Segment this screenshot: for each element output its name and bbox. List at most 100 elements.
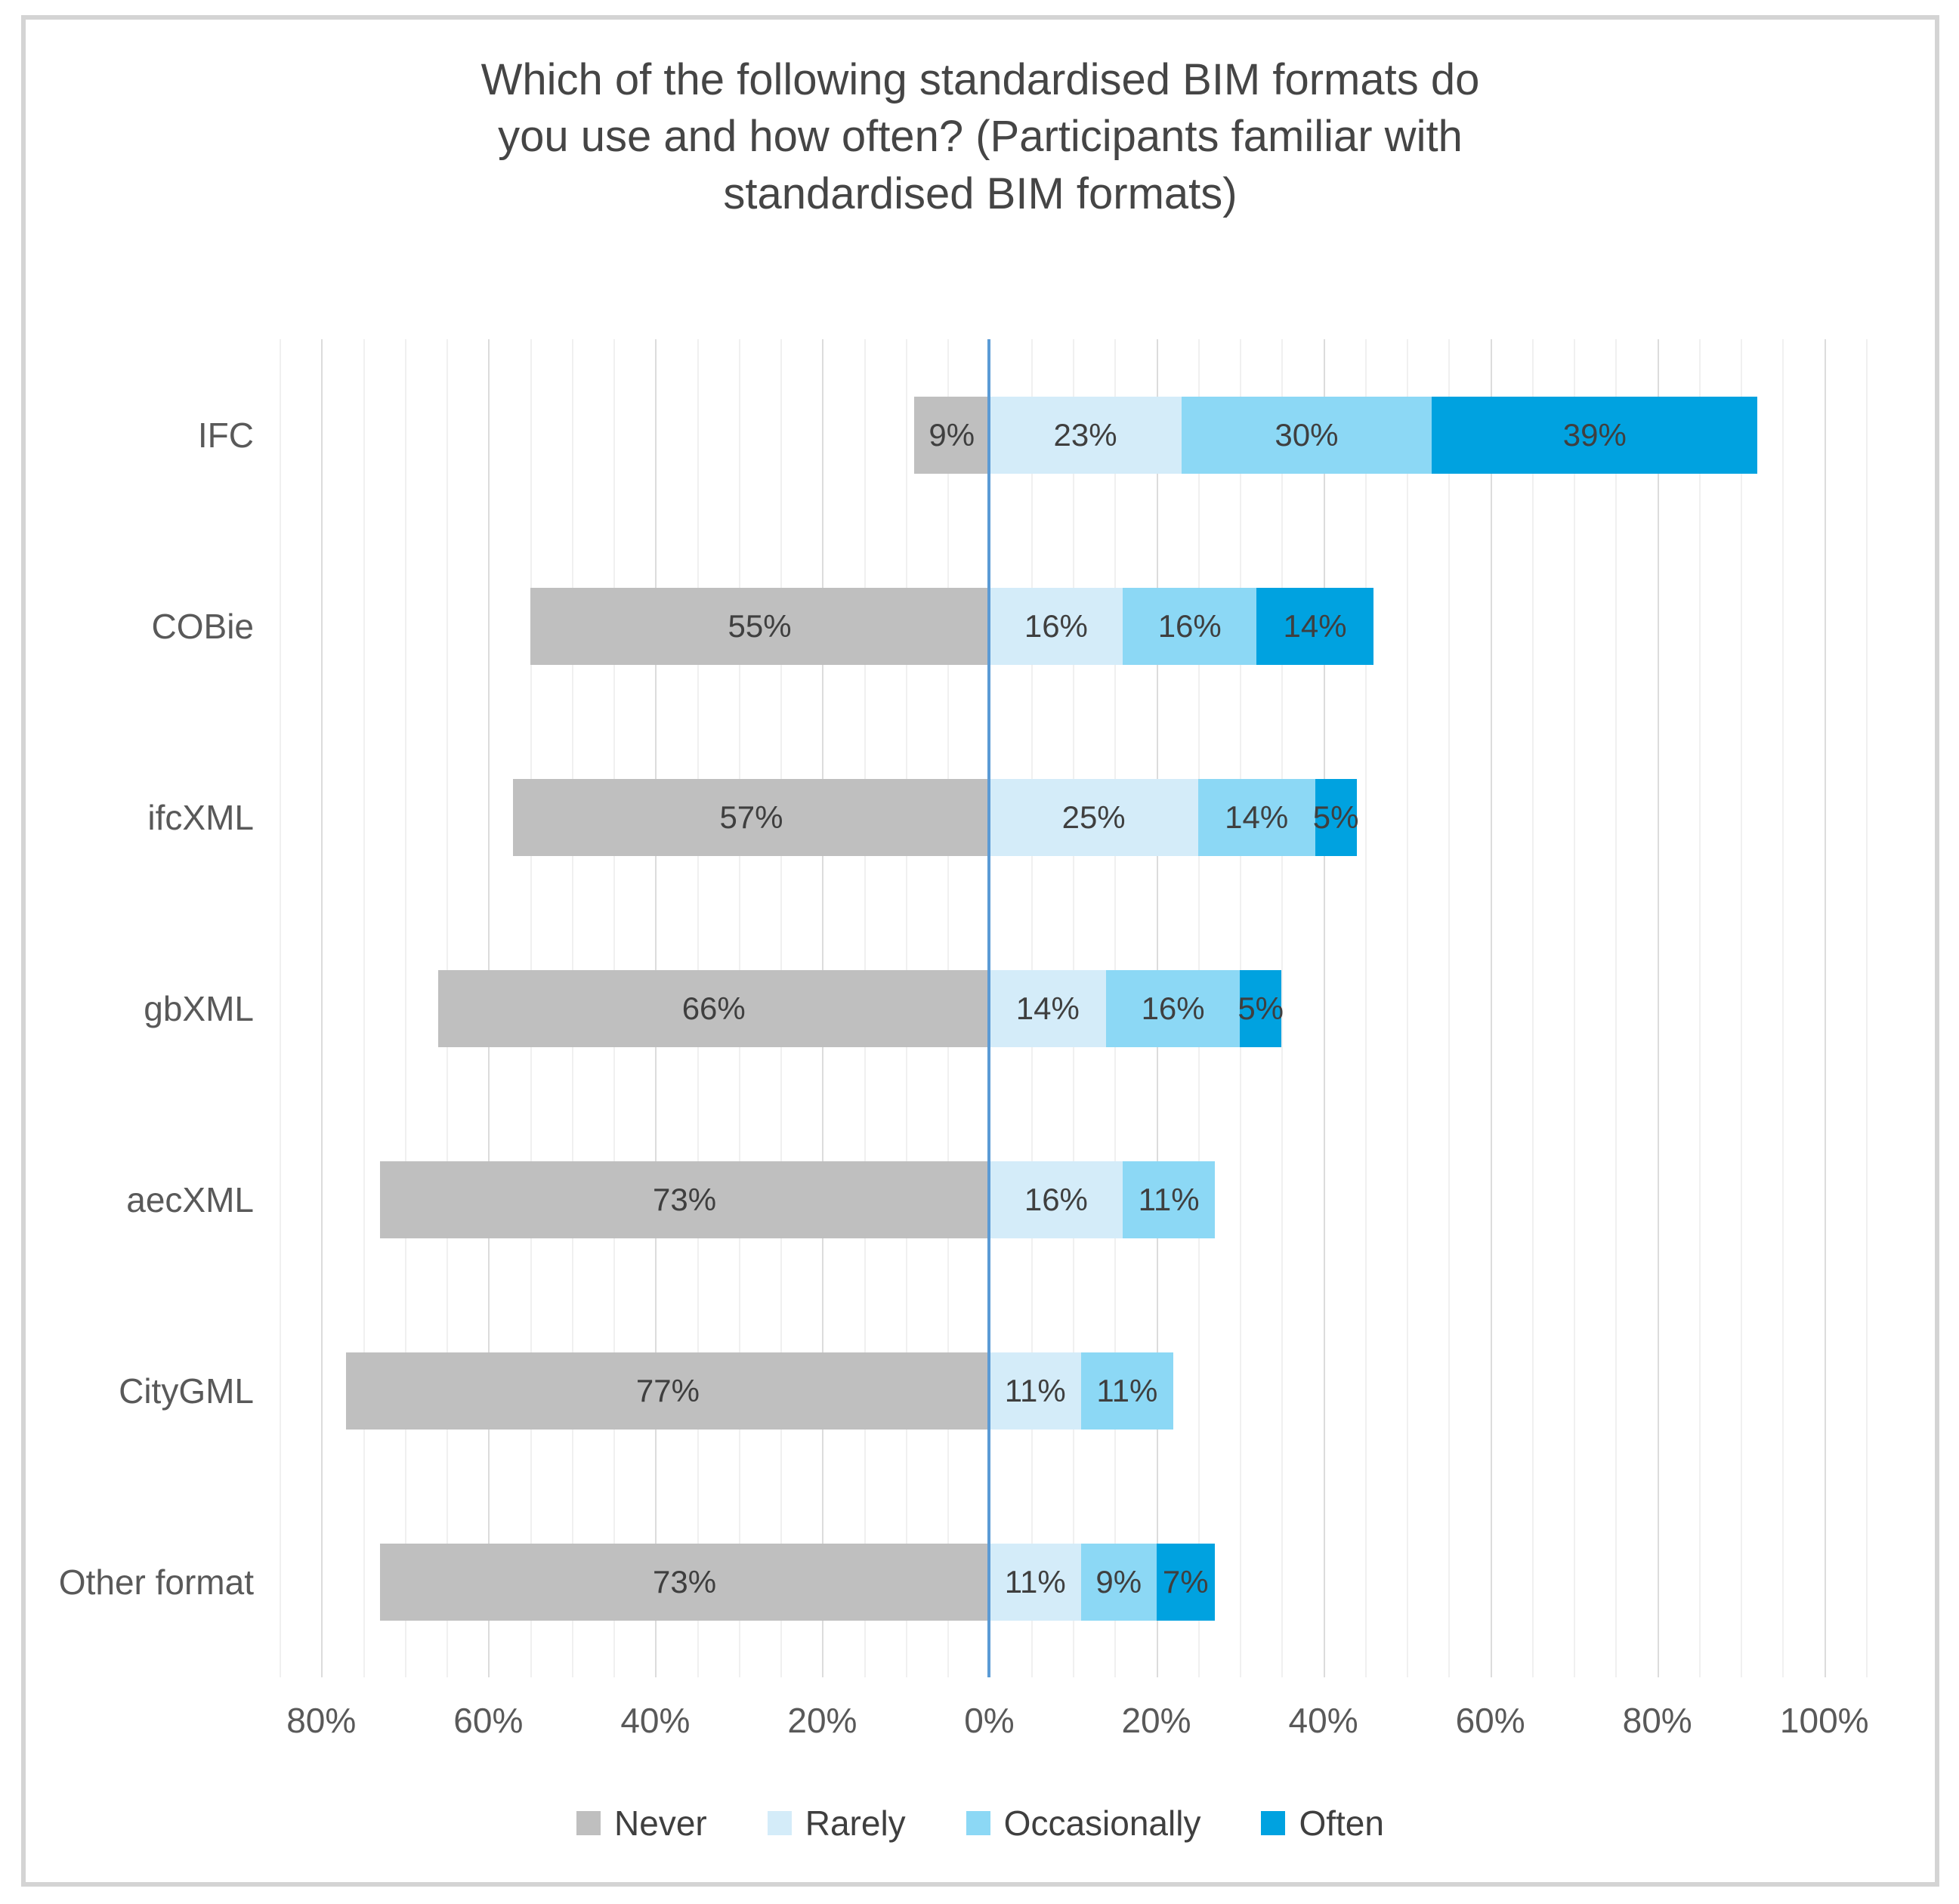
legend-item-rarely: Rarely <box>767 1803 906 1844</box>
segment-data-label: 25% <box>1061 799 1126 835</box>
bar-row: CityGML 77% 11% 11% <box>26 1295 1935 1486</box>
segment-data-label: 16% <box>1024 607 1088 644</box>
legend-item-often: Often <box>1261 1803 1384 1844</box>
bar-rows: IFC 9% 23% 30% 39% COBie 55% 16% 16% 14% ifcXML 57%… <box>26 339 1935 1677</box>
segment-data-label: 5% <box>1312 799 1359 835</box>
bar-segment-rarely: 11% <box>989 1543 1082 1621</box>
legend-swatch-occasionally <box>966 1811 990 1836</box>
bar-segment-rarely: 14% <box>989 969 1107 1047</box>
axis-tick-label: 20% <box>1121 1701 1191 1741</box>
bar-segment-never: 66% <box>438 969 990 1047</box>
category-label: CityGML <box>119 1371 254 1411</box>
legend-item-occasionally: Occasionally <box>966 1803 1201 1844</box>
bar-segment-rarely: 16% <box>989 1161 1123 1238</box>
axis-tick-label: 40% <box>1288 1701 1358 1741</box>
grid-line-minor <box>1866 339 1868 1678</box>
grid-line-minor <box>1448 339 1451 1678</box>
segment-data-label: 11% <box>1004 1372 1066 1408</box>
grid-line-minor <box>280 339 281 1678</box>
bar-segment-never: 73% <box>379 1543 990 1621</box>
segment-data-label: 39% <box>1562 416 1627 453</box>
category-label: ifcXML <box>147 797 254 837</box>
segment-data-label: 9% <box>1095 1563 1142 1600</box>
bar-track: 66% 14% 16% 5% <box>280 913 1866 1104</box>
legend-label: Occasionally <box>1003 1804 1201 1844</box>
x-axis: 80% 60% 40% 20% 0% 20% 40% 60% 80% 100% <box>280 1677 1868 1756</box>
grid-line-minor <box>1698 339 1701 1678</box>
segment-data-label: 9% <box>929 416 975 453</box>
axis-tick-label: 40% <box>620 1701 691 1741</box>
bar-track: 73% 11% 9% 7% <box>280 1486 1866 1677</box>
bar-segment-occasionally: 16% <box>1106 969 1241 1047</box>
segment-data-label: 14% <box>1015 990 1080 1026</box>
bar-segment-never: 55% <box>530 587 990 665</box>
segment-data-label: 14% <box>1225 799 1289 835</box>
legend: Never Rarely Occasionally Often <box>26 1803 1935 1844</box>
chart-title-line: you use and how often? (Participants fam… <box>498 112 1463 162</box>
bar-segment-occasionally: 14% <box>1197 778 1315 856</box>
bar-row: aecXML 73% 16% 11% <box>26 1104 1935 1295</box>
grid-line-major <box>1657 339 1659 1678</box>
bar-segment-often: 5% <box>1238 969 1284 1047</box>
bar-segment-often: 39% <box>1432 396 1758 474</box>
segment-data-label: 16% <box>1157 607 1222 644</box>
bar-track: 77% 11% 11% <box>280 1295 1866 1486</box>
grid-line-minor <box>404 339 406 1678</box>
axis-tick-label: 80% <box>286 1701 357 1741</box>
bar-segment-occasionally: 30% <box>1181 396 1432 474</box>
grid-line-minor <box>1407 339 1409 1678</box>
axis-tick-label: 60% <box>1455 1701 1525 1741</box>
segment-data-label: 55% <box>728 607 792 644</box>
grid-line-minor <box>1364 339 1367 1678</box>
grid-line-minor <box>1574 339 1576 1678</box>
bar-segment-often: 7% <box>1156 1543 1215 1621</box>
bar-segment-occasionally: 11% <box>1081 1352 1173 1430</box>
legend-label: Rarely <box>805 1804 906 1844</box>
legend-swatch-never <box>576 1811 601 1836</box>
category-label: aecXML <box>126 1179 254 1219</box>
segment-data-label: 16% <box>1141 990 1205 1026</box>
bar-segment-never: 57% <box>513 778 990 856</box>
bar-row: COBie 55% 16% 16% 14% <box>26 530 1935 722</box>
grid-line-major <box>1323 339 1325 1678</box>
category-label: COBie <box>151 606 254 646</box>
axis-tick-label: 80% <box>1622 1701 1692 1741</box>
bar-row: IFC 9% 23% 30% 39% <box>26 339 1935 530</box>
grid-line-minor <box>1782 339 1784 1678</box>
segment-data-label: 14% <box>1283 607 1347 644</box>
bar-segment-often: 5% <box>1312 778 1359 856</box>
bar-segment-occasionally: 9% <box>1081 1543 1157 1621</box>
segment-data-label: 57% <box>719 799 783 835</box>
segment-data-label: 30% <box>1275 416 1339 453</box>
bar-row: gbXML 66% 14% 16% 5% <box>26 913 1935 1104</box>
bar-track: 9% 23% 30% 39% <box>280 339 1866 530</box>
plot-area: IFC 9% 23% 30% 39% COBie 55% 16% 16% 14% ifcXML 57%… <box>26 339 1935 1678</box>
grid-line-major <box>1490 339 1492 1678</box>
bar-segment-rarely: 16% <box>989 587 1123 665</box>
bar-row: ifcXML 57% 25% 14% 5% <box>26 722 1935 913</box>
bar-segment-never: 73% <box>379 1161 990 1238</box>
axis-tick-label: 20% <box>787 1701 857 1741</box>
category-label: gbXML <box>144 988 254 1028</box>
legend-swatch-rarely <box>767 1811 792 1836</box>
segment-data-label: 73% <box>653 1181 717 1217</box>
grid-line-minor <box>1281 339 1284 1678</box>
bar-track: 57% 25% 14% 5% <box>280 722 1866 913</box>
bar-segment-rarely: 23% <box>989 396 1182 474</box>
segment-data-label: 66% <box>681 990 746 1026</box>
grid-line-minor <box>1741 339 1743 1678</box>
segment-data-label: 16% <box>1024 1181 1088 1217</box>
grid-line-major <box>321 339 323 1678</box>
bar-track: 73% 16% 11% <box>280 1104 1866 1295</box>
segment-data-label: 11% <box>1138 1181 1200 1217</box>
axis-tick-label: 60% <box>453 1701 524 1741</box>
chart-title-line: Which of the following standardised BIM … <box>480 55 1480 104</box>
chart-title-line: standardised BIM formats) <box>723 168 1238 218</box>
bar-segment-never: 9% <box>914 396 990 474</box>
legend-item-never: Never <box>576 1803 707 1844</box>
legend-swatch-often <box>1261 1811 1286 1836</box>
chart-frame: Which of the following standardised BIM … <box>21 15 1939 1887</box>
axis-tick-label: 0% <box>964 1701 1015 1741</box>
chart-title: Which of the following standardised BIM … <box>26 51 1935 222</box>
segment-data-label: 11% <box>1004 1563 1066 1600</box>
